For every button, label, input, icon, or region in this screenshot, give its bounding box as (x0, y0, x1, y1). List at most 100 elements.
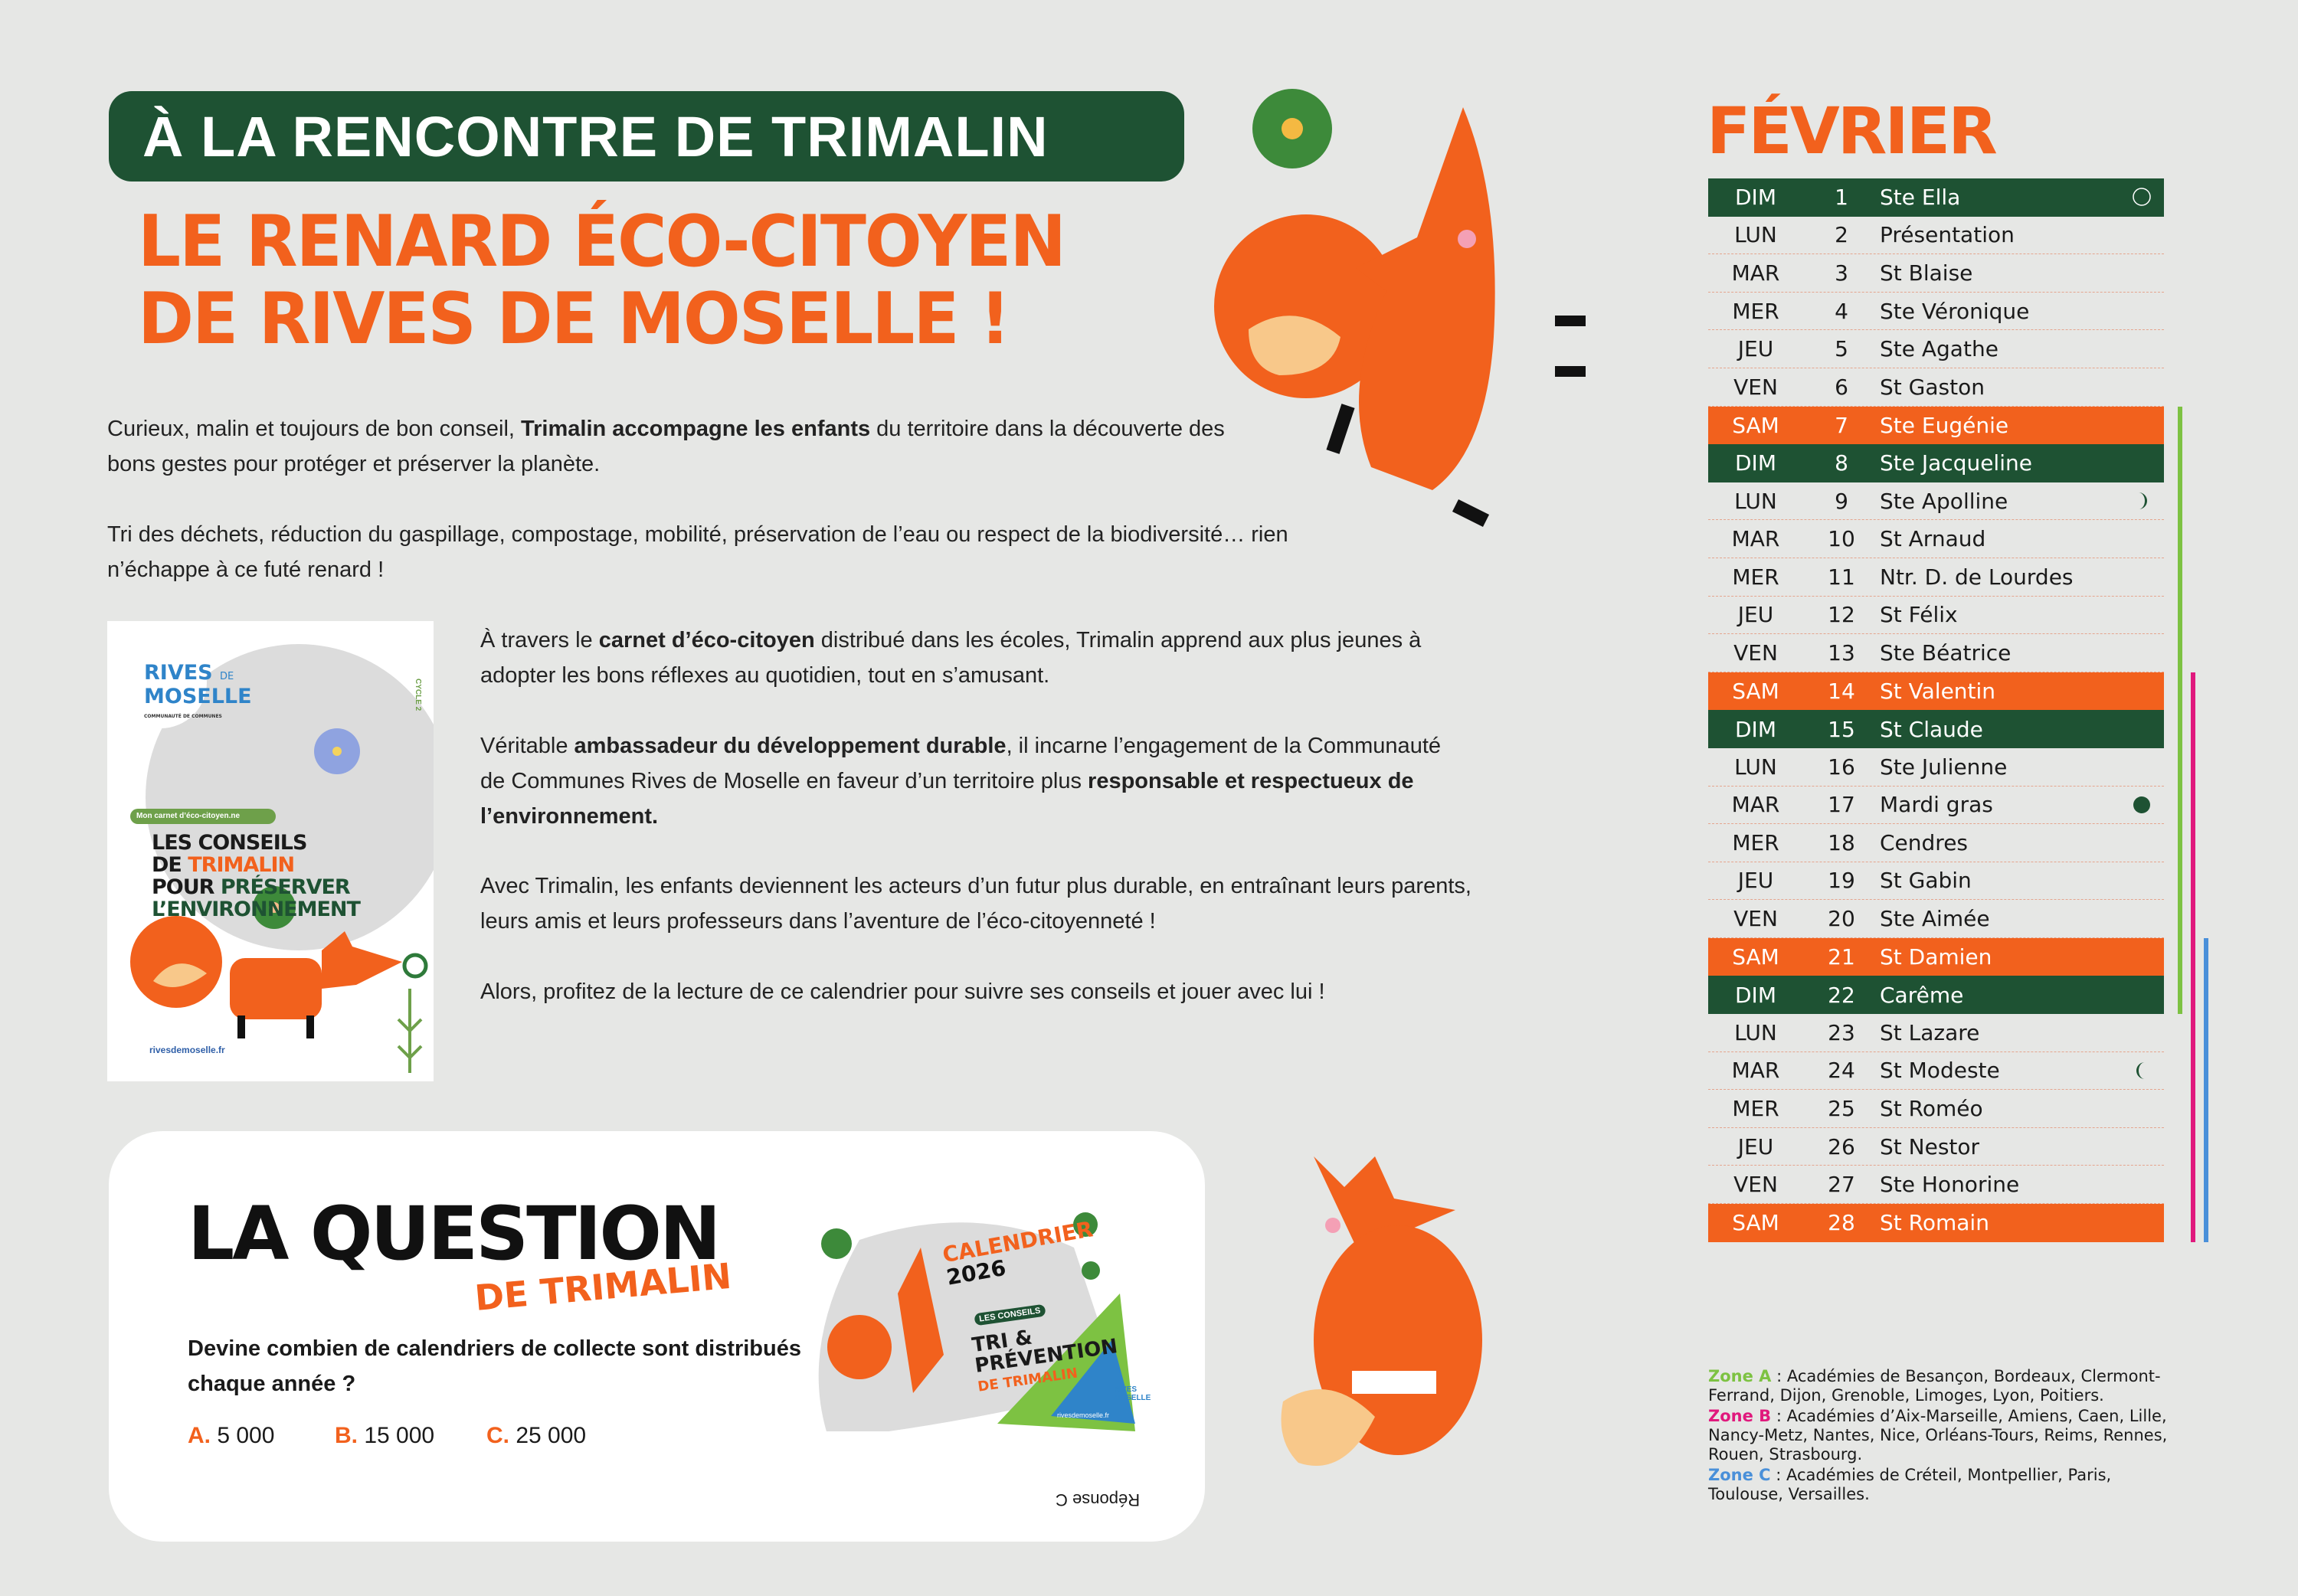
calendar-row: MER 18 Cendres (1708, 824, 2164, 862)
calendar-row: JEU 26 St Nestor (1708, 1128, 2164, 1166)
day-name: MAR (1731, 1058, 1780, 1084)
moon-new-icon (2133, 796, 2150, 813)
sitting-fox-illustration (1281, 1156, 1482, 1466)
day-number: 16 (1828, 754, 1855, 780)
title-banner: À LA RENCONTRE DE TRIMALIN (109, 91, 1184, 182)
month-title: FÉVRIER (1707, 93, 1998, 168)
saint-name: Ste Julienne (1880, 754, 2008, 780)
saint-name: St Gabin (1880, 868, 1972, 894)
zone-a-holiday-line (2178, 406, 2182, 1015)
day-name: LUN (1734, 1019, 1777, 1045)
booklet-url: rivesdemoselle.fr (149, 1045, 225, 1055)
day-name: SAM (1732, 1210, 1779, 1236)
calendar-row: VEN 27 Ste Honorine (1708, 1166, 2164, 1205)
calendar-table: DIM 1 Ste Ella LUN 2 Présentation MAR 3 St Blais… (1708, 178, 2164, 1242)
saint-name: Mardi gras (1880, 792, 1993, 818)
day-number: 24 (1828, 1058, 1855, 1084)
body-paragraph-3: Avec Trimalin, les enfants deviennent le… (480, 874, 1471, 934)
booklet-logo: RIVES DE MOSELLE COMMUNAUTÉ DE COMMUNES (144, 661, 252, 719)
calendar-row: MAR 24 St Modeste (1708, 1052, 2164, 1091)
saint-name: Ste Eugénie (1880, 412, 2009, 438)
day-name: JEU (1737, 868, 1774, 894)
zone-b-holiday-line (2191, 672, 2195, 1242)
saint-name: Ste Véronique (1880, 298, 2030, 324)
booklet-cycle: CYCLE 2 (414, 679, 422, 711)
saint-name: Cendres (1880, 829, 1969, 855)
day-number: 1 (1835, 185, 1848, 211)
saint-name: Ste Béatrice (1880, 639, 2012, 666)
day-name: LUN (1734, 488, 1777, 514)
saint-name: St Roméo (1880, 1096, 1983, 1122)
day-number: 18 (1828, 829, 1855, 855)
calendar-row: LUN 9 Ste Apolline (1708, 482, 2164, 521)
day-name: VEN (1733, 906, 1778, 932)
calendar-row: DIM 22 Carême (1708, 976, 2164, 1015)
day-name: MER (1732, 1096, 1779, 1122)
day-number: 23 (1828, 1019, 1855, 1045)
saint-name: St Arnaud (1880, 526, 1986, 552)
day-number: 20 (1828, 906, 1855, 932)
day-number: 27 (1828, 1172, 1855, 1198)
calendar-row: DIM 1 Ste Ella (1708, 178, 2164, 217)
page-title: À LA RENCONTRE DE TRIMALIN (142, 104, 1049, 168)
day-name: JEU (1737, 602, 1774, 628)
day-number: 14 (1828, 679, 1855, 705)
day-number: 3 (1835, 260, 1848, 286)
saint-name: Présentation (1880, 222, 2015, 248)
day-number: 9 (1835, 488, 1848, 514)
day-number: 22 (1828, 982, 1855, 1008)
calendar-row: MAR 17 Mardi gras (1708, 787, 2164, 825)
answer-option-a: A. 5 000 (188, 1423, 275, 1448)
zones-legend: Zone A : Académies de Besançon, Bordeaux… (1708, 1367, 2183, 1506)
zone-c-legend: Zone C : Académies de Créteil, Montpelli… (1708, 1466, 2112, 1503)
day-name: JEU (1737, 336, 1774, 362)
saint-name: Ste Aimée (1880, 906, 1990, 932)
saint-name: Ste Jacqueline (1880, 450, 2032, 476)
day-name: DIM (1735, 450, 1776, 476)
day-name: DIM (1735, 982, 1776, 1008)
day-number: 21 (1828, 944, 1855, 970)
subtitle-line: LE RENARD ÉCO-CITOYEN (138, 200, 1066, 283)
day-name: VEN (1733, 374, 1778, 400)
saint-name: St Damien (1880, 944, 1992, 970)
calendar-row: JEU 12 St Félix (1708, 597, 2164, 635)
day-number: 4 (1835, 298, 1848, 324)
day-name: MAR (1731, 792, 1780, 818)
saint-name: Ste Ella (1880, 185, 1961, 211)
calendar-row: VEN 6 St Gaston (1708, 368, 2164, 407)
day-name: JEU (1737, 1133, 1774, 1159)
calendar-row: JEU 5 Ste Agathe (1708, 330, 2164, 368)
calendar-row: MER 25 St Roméo (1708, 1090, 2164, 1128)
answer-note: Réponse C (1056, 1490, 1141, 1509)
day-name: MER (1732, 564, 1779, 590)
day-number: 10 (1828, 526, 1855, 552)
day-name: DIM (1735, 185, 1776, 211)
day-name: LUN (1734, 222, 1777, 248)
saint-name: St Félix (1880, 602, 1958, 628)
saint-name: St Romain (1880, 1210, 1989, 1236)
day-name: SAM (1732, 944, 1779, 970)
flower-icon (1252, 89, 1332, 168)
calendar-row: LUN 2 Présentation (1708, 217, 2164, 255)
saint-name: Ste Honorine (1880, 1172, 2020, 1198)
calendar-row: MAR 10 St Arnaud (1708, 520, 2164, 558)
calendar-row: SAM 7 Ste Eugénie (1708, 406, 2164, 445)
saint-name: Carême (1880, 982, 1964, 1008)
saint-name: St Blaise (1880, 260, 1973, 286)
day-number: 19 (1828, 868, 1855, 894)
saint-name: St Lazare (1880, 1019, 1980, 1045)
saint-name: St Modeste (1880, 1058, 2000, 1084)
calendar-row: SAM 21 St Damien (1708, 937, 2164, 976)
calendar-row: VEN 13 Ste Béatrice (1708, 634, 2164, 672)
cover-logo: RIVES MOSELLE (1114, 1385, 1151, 1402)
page-subtitle: LE RENARD ÉCO-CITOYEN DE RIVES DE MOSELL… (138, 200, 1066, 358)
cover-url: rivesdemoselle.fr (1057, 1411, 1110, 1419)
body-paragraph-1: À travers le carnet d’éco-citoyen distri… (480, 628, 1422, 688)
day-number: 17 (1828, 792, 1855, 818)
calendar-row: MAR 3 St Blaise (1708, 254, 2164, 293)
calendar-row: LUN 16 Ste Julienne (1708, 748, 2164, 787)
day-name: MAR (1731, 526, 1780, 552)
day-number: 26 (1828, 1133, 1855, 1159)
day-name: SAM (1732, 679, 1779, 705)
booklet-illustration (115, 636, 434, 1073)
